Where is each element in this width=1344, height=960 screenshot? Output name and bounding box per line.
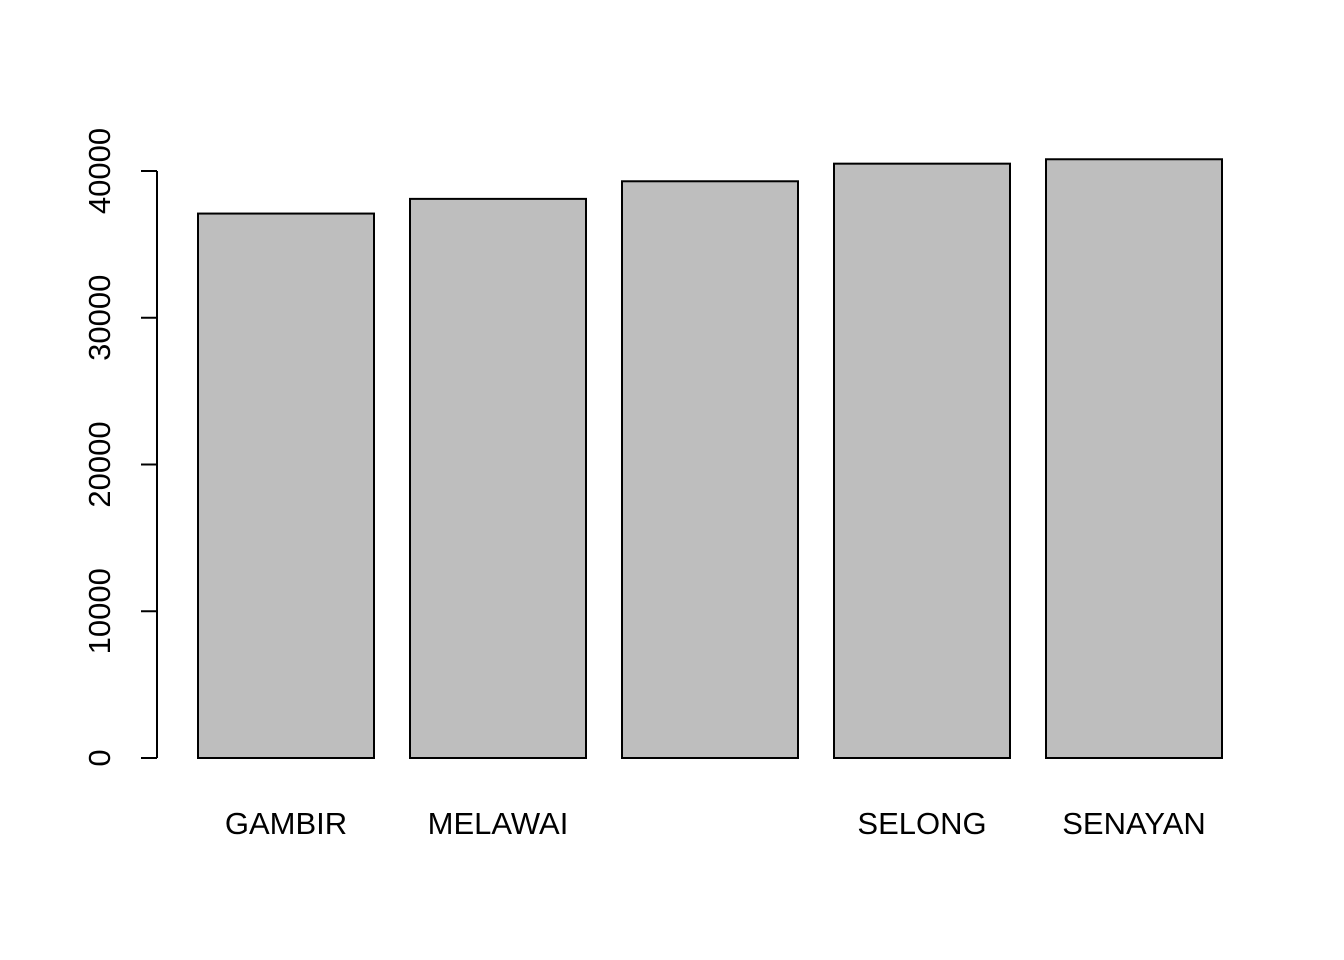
bar-selong xyxy=(833,162,1011,760)
x-category-label: SELONG xyxy=(857,806,986,841)
x-category-label: MELAWAI xyxy=(428,806,569,841)
x-category-label: SENAYAN xyxy=(1062,806,1206,841)
y-axis: 0 10000 20000 30000 40000 xyxy=(82,128,158,767)
y-tick-label: 40000 xyxy=(82,128,117,214)
bars-group xyxy=(197,158,1223,760)
y-tick-label: 20000 xyxy=(82,421,117,507)
y-tick-label: 30000 xyxy=(82,275,117,361)
x-category-label: GAMBIR xyxy=(225,806,347,841)
y-tick-label: 0 xyxy=(82,749,117,766)
y-tick-label: 10000 xyxy=(82,568,117,654)
bar-melawai xyxy=(409,197,587,759)
x-axis-labels: GAMBIR MELAWAI SELONG SENAYAN xyxy=(225,806,1206,841)
bar-senayan xyxy=(1045,158,1223,759)
bar-gambir xyxy=(197,212,375,759)
bar-unlabeled-2 xyxy=(621,180,799,759)
